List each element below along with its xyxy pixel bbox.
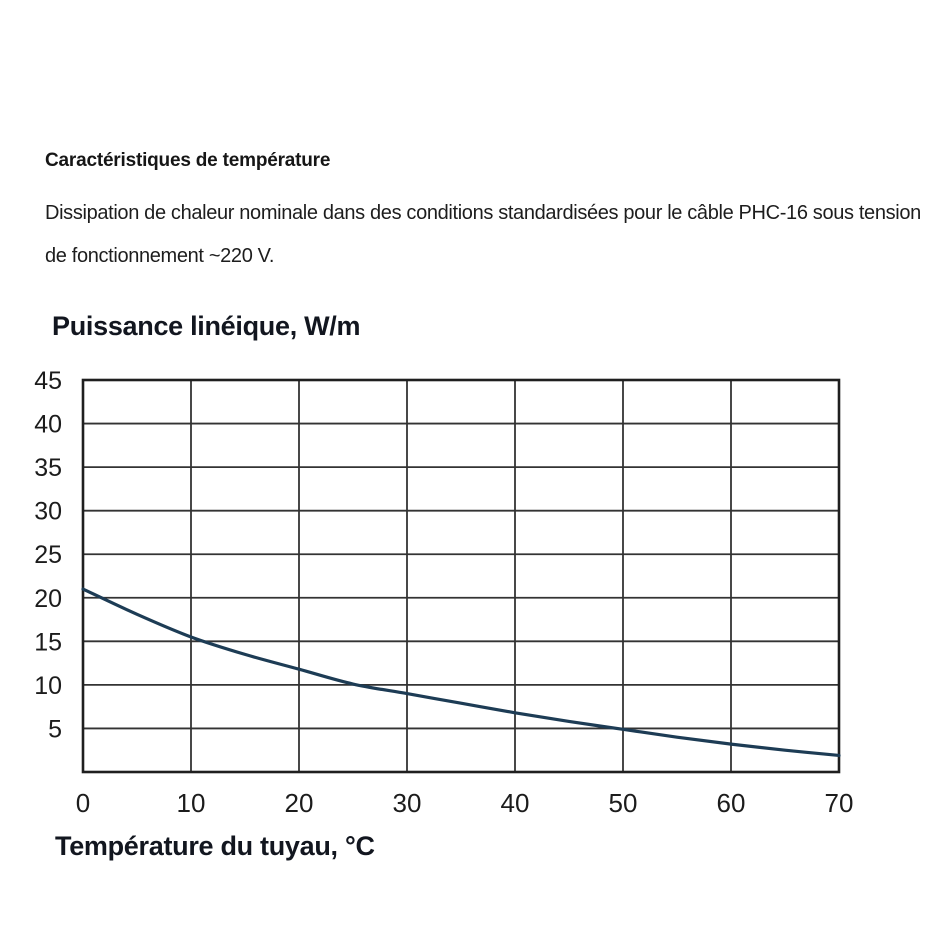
x-tick-label: 40 — [501, 788, 530, 818]
description-text: Dissipation de chaleur nominale dans des… — [45, 202, 921, 267]
y-tick-label: 20 — [34, 585, 62, 613]
x-tick-label: 30 — [393, 788, 422, 818]
y-tick-label: 40 — [34, 411, 62, 439]
section-heading: Caractéristiques de température — [45, 150, 331, 171]
y-axis-title: Puissance linéique, W/m — [52, 311, 361, 341]
data-curve — [81, 587, 841, 758]
x-tick-label: 10 — [177, 788, 206, 818]
y-tick-label: 15 — [34, 628, 62, 656]
line-chart: 5 10 15 20 25 30 35 40 45 0 10 20 30 40 50 60 70 — [0, 360, 940, 830]
x-tick-label: 50 — [609, 788, 638, 818]
plot-border — [81, 378, 841, 774]
x-tick-label: 0 — [76, 788, 90, 818]
y-tick-label: 45 — [34, 367, 62, 395]
x-tick-label: 70 — [825, 788, 854, 818]
chart-canvas: 5 10 15 20 25 30 35 40 45 0 10 20 30 40 50 60 70 — [34, 367, 854, 818]
y-tick-label: 10 — [34, 672, 62, 700]
y-tick-label: 35 — [34, 454, 62, 482]
x-tick-label: 20 — [285, 788, 314, 818]
y-tick-label: 30 — [34, 498, 62, 526]
x-axis-title: Température du tuyau, °C — [55, 831, 375, 861]
y-tick-label: 25 — [34, 541, 62, 569]
y-tick-label: 5 — [48, 715, 62, 743]
x-tick-label: 60 — [717, 788, 746, 818]
